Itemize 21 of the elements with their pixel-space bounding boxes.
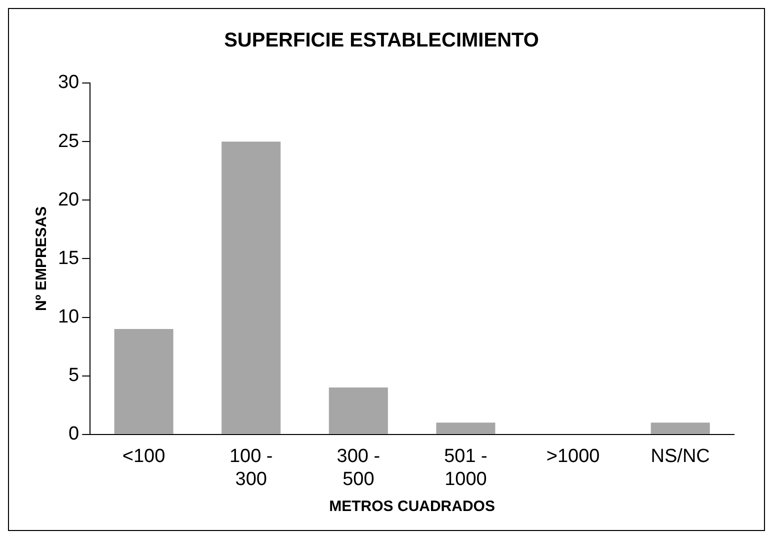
bar [436,422,496,434]
bar [114,328,174,434]
y-tick-label: 15 [58,248,80,269]
x-tick-label: <100 [122,446,166,468]
chart-title: SUPERFICIE ESTABLECIMIENTO [224,30,539,52]
x-tick-label: 501 - 1000 [444,446,488,490]
y-tick-label: 5 [68,365,80,386]
bar [222,142,281,434]
x-tick-label: 100 - 300 [229,446,273,490]
y-tick-label: 20 [58,189,80,210]
x-tick-label: NS/NC [650,446,710,468]
x-tick-label: >1000 [546,446,600,468]
bar [328,388,388,434]
y-axis-title: Nº EMPRESAS [33,206,50,312]
x-tick-label: 300 - 500 [336,446,380,490]
y-tick-label: 30 [58,72,80,94]
y-tick-label: 10 [58,306,80,328]
bar [650,422,710,434]
x-axis-title: METROS CUADRADOS [329,498,495,516]
y-tick-label: 25 [58,130,80,152]
y-tick-label: 0 [68,424,80,445]
